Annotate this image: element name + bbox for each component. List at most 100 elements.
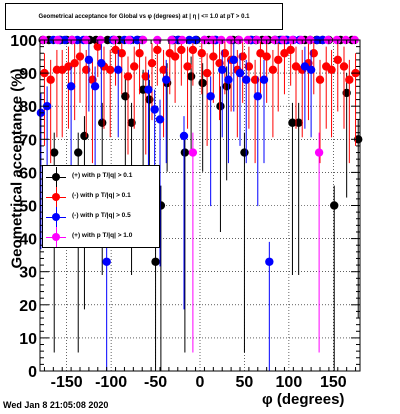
data-point [145, 95, 154, 104]
data-point [177, 45, 186, 55]
data-point [286, 45, 295, 55]
data-point [74, 148, 83, 157]
legend-label: (-) with p T/|q| > 0.5 [72, 212, 131, 219]
data-point [98, 118, 107, 127]
data-point [135, 49, 144, 58]
data-point [66, 82, 76, 91]
data-point [218, 65, 227, 74]
y-tick-label: 90 [19, 66, 37, 83]
legend-entry: (-) with p T/|q| > 0.5 [43, 207, 161, 227]
y-tick-label: 40 [19, 232, 37, 249]
y-tick-label: 20 [19, 298, 37, 315]
series-1 [40, 40, 360, 164]
data-point [153, 45, 162, 55]
data-point [306, 65, 316, 74]
y-tick-label: 10 [19, 331, 37, 348]
data-point [224, 75, 233, 84]
data-point [50, 148, 59, 157]
data-point [150, 105, 159, 114]
data-point [280, 49, 289, 58]
legend-marker-blue [52, 213, 60, 221]
title-box: Geometrical acceptance for Global vs φ (… [5, 3, 283, 30]
data-point [342, 88, 351, 98]
data-point [70, 58, 79, 68]
y-tick-label: 60 [19, 165, 37, 182]
data-point [170, 52, 180, 61]
data-point [88, 75, 97, 84]
data-point [244, 62, 254, 71]
y-tick-label: 30 [19, 265, 37, 282]
data-point [291, 62, 301, 71]
data-point [250, 75, 260, 84]
data-point [216, 102, 225, 111]
legend-entry: (-) with p T/|q| > 0.1 [43, 187, 161, 207]
data-point [46, 75, 55, 84]
data-point [209, 52, 218, 61]
data-point [123, 72, 133, 81]
data-point [90, 82, 100, 91]
data-point [155, 115, 165, 124]
data-point [238, 52, 247, 61]
data-point [127, 118, 136, 127]
legend-label: (-) with p T/|q| > 0.1 [72, 192, 131, 199]
data-point [330, 201, 339, 210]
legend-marker-magenta [52, 233, 60, 241]
data-point [75, 52, 85, 61]
legend-entry: (+) with p T/|q| > 1.0 [43, 227, 161, 247]
data-point [229, 55, 238, 65]
y-tick-label: 50 [19, 199, 37, 216]
y-tick-label: 100 [10, 33, 37, 50]
legend-marker-red [52, 193, 60, 201]
data-point [84, 55, 94, 65]
data-point [121, 92, 130, 101]
data-point [102, 257, 111, 266]
data-point [253, 92, 262, 101]
legend-marker-black [52, 173, 60, 181]
data-point [106, 65, 115, 74]
data-point [82, 65, 91, 74]
data-point [309, 49, 318, 58]
data-point [345, 75, 354, 84]
data-point [64, 62, 73, 71]
data-point [197, 49, 206, 58]
legend-label: (+) with p T/|q| > 1.0 [72, 232, 133, 239]
legend-entry: (+) with p T/|q| > 0.1 [43, 167, 161, 187]
legend: (+) with p T/|q| > 0.1 (-) with p T/|q| … [42, 165, 160, 248]
data-point [114, 65, 123, 74]
axes: 0 10 20 30 40 50 60 70 80 90 100 -150 -100 -50 0 50 100 1… [10, 33, 361, 391]
data-point [262, 52, 271, 61]
data-point [202, 68, 212, 78]
data-point [183, 62, 192, 71]
x-tick-label: 100 [276, 374, 303, 391]
x-axis-label: φ (degrees) [262, 391, 345, 408]
data-point [294, 118, 303, 127]
data-point [117, 49, 126, 58]
data-point [327, 65, 336, 74]
data-point [80, 131, 89, 141]
data-point [220, 49, 230, 58]
data-point [240, 148, 249, 157]
data-point [147, 58, 157, 68]
data-point [186, 72, 196, 81]
x-tick-label: 150 [320, 374, 347, 391]
data-point [198, 78, 207, 88]
data-point [256, 49, 265, 58]
x-tick-label: -50 [144, 374, 167, 391]
data-point [235, 68, 245, 78]
legend-label: (+) with p T/|q| > 0.1 [72, 172, 133, 179]
data-point [141, 72, 150, 81]
data-point [111, 45, 120, 55]
data-point [259, 75, 269, 84]
y-tick-label: 0 [28, 364, 37, 381]
timestamp: Wed Jan 8 21:05:08 2020 [3, 400, 109, 410]
y-tick-label: 80 [19, 99, 37, 116]
x-tick-label: -150 [51, 374, 83, 391]
data-point [268, 65, 278, 74]
x-tick-label: -100 [95, 374, 127, 391]
data-point [300, 62, 310, 71]
data-point [274, 55, 283, 65]
data-point [162, 75, 171, 84]
chart-title: Geometrical acceptance for Global vs φ (… [38, 13, 250, 20]
data-point [58, 65, 67, 74]
data-point [215, 58, 224, 68]
